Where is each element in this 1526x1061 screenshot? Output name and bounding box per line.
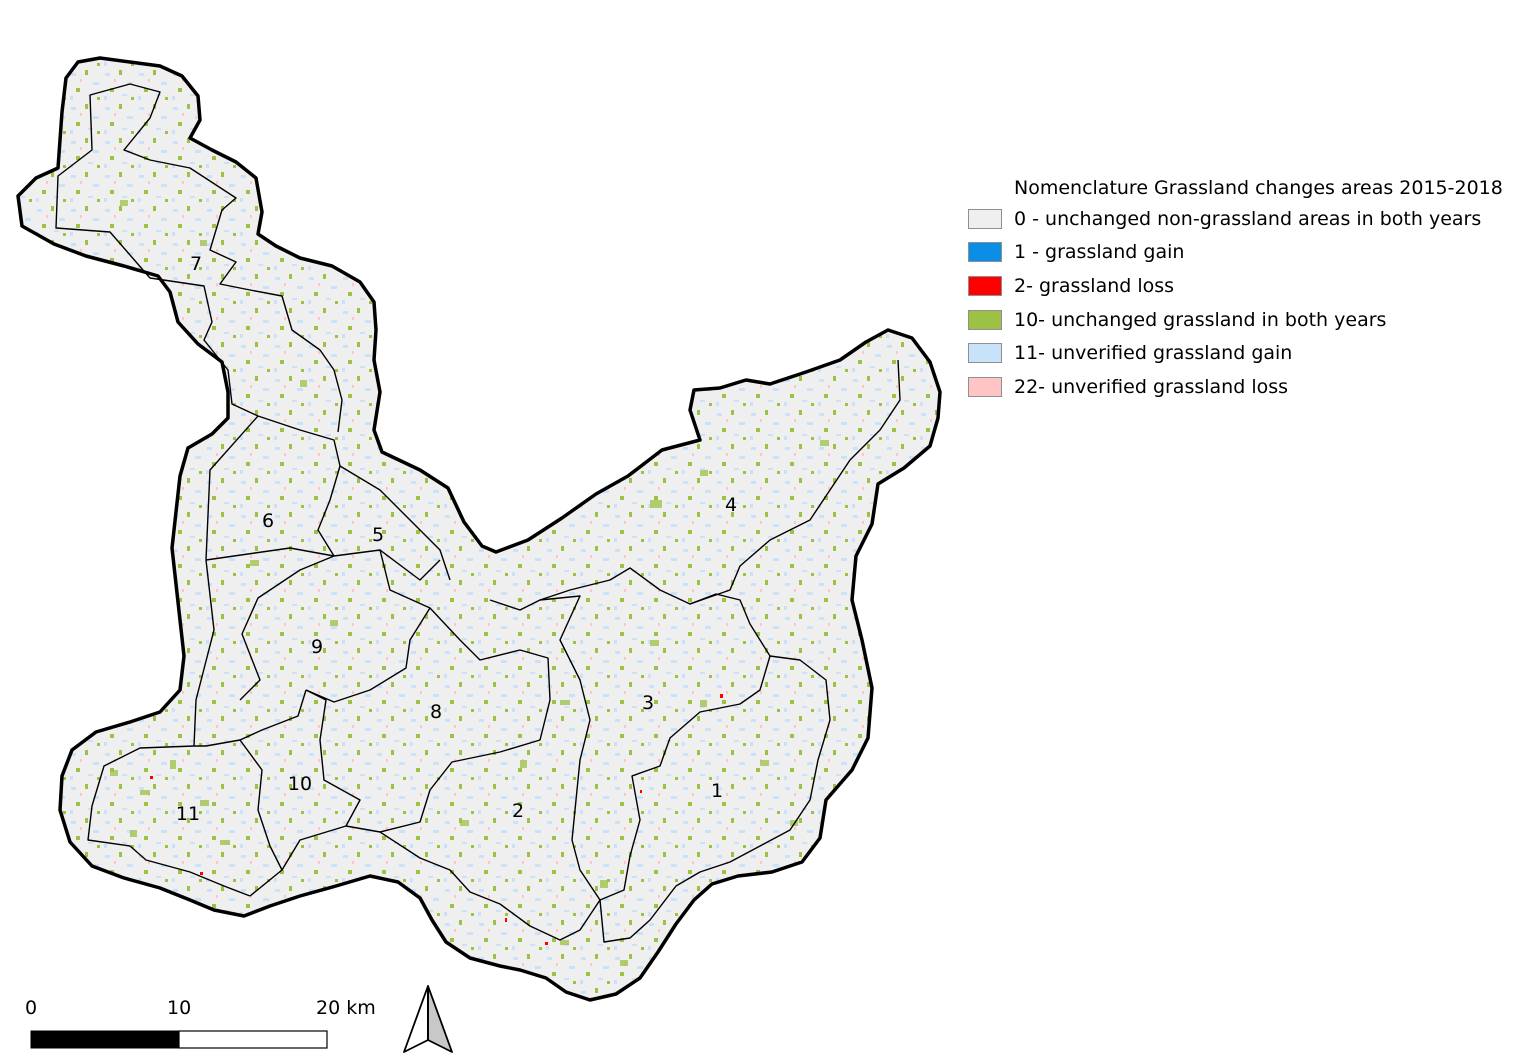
legend-item-5: 22- unverified grassland loss (968, 370, 1518, 404)
legend-item-0: 0 - unchanged non-grassland areas in bot… (968, 202, 1518, 236)
legend-item-2: 2- grassland loss (968, 269, 1518, 303)
scale-bar-black-segment (30, 1030, 180, 1049)
legend-label: 11- unverified grassland gain (1014, 342, 1293, 365)
legend-label: 22- unverified grassland loss (1014, 375, 1289, 398)
subbasin-label-1: 1 (711, 780, 723, 802)
legend-swatch (968, 208, 1002, 229)
scale-label-0: 0 (25, 997, 38, 1019)
subbasin-label-11: 11 (176, 803, 200, 825)
subbasin-label-8: 8 (430, 701, 442, 723)
subbasin-label-5: 5 (372, 524, 384, 546)
scale-label-10: 10 (167, 997, 192, 1019)
legend-swatch (968, 275, 1002, 296)
study-area-boundary (16, 56, 942, 1002)
north-arrow-icon (403, 985, 453, 1053)
legend: Nomenclature Grassland changes areas 201… (968, 174, 1518, 404)
subbasin-label-7: 7 (190, 253, 202, 275)
legend-label: 10- unchanged grassland in both years (1014, 308, 1387, 331)
legend-label: 2- grassland loss (1014, 274, 1175, 297)
subbasin-label-10: 10 (288, 773, 312, 795)
legend-item-3: 10- unchanged grassland in both years (968, 303, 1518, 337)
subbasin-label-4: 4 (725, 494, 737, 516)
subbasin-label-9: 9 (311, 636, 323, 658)
legend-swatch (968, 309, 1002, 330)
legend-item-1: 1 - grassland gain (968, 236, 1518, 270)
legend-title: Nomenclature Grassland changes areas 201… (1014, 177, 1503, 199)
legend-label: 0 - unchanged non-grassland areas in bot… (1014, 207, 1482, 230)
scale-bar-white-segment (178, 1030, 328, 1049)
legend-swatch (968, 343, 1002, 364)
subbasin-labels: 1 2 3 4 5 6 7 8 9 10 11 (176, 253, 737, 825)
legend-swatch (968, 376, 1002, 397)
legend-swatch (968, 242, 1002, 263)
legend-item-4: 11- unverified grassland gain (968, 336, 1518, 370)
legend-label: 1 - grassland gain (1014, 241, 1185, 264)
subbasin-label-2: 2 (512, 800, 524, 822)
subbasin-label-6: 6 (262, 510, 274, 532)
subbasin-label-3: 3 (642, 692, 654, 714)
subbasin-boundaries (55, 83, 901, 943)
scale-bar (30, 1030, 328, 1049)
scale-label-20km: 20 km (316, 997, 376, 1019)
